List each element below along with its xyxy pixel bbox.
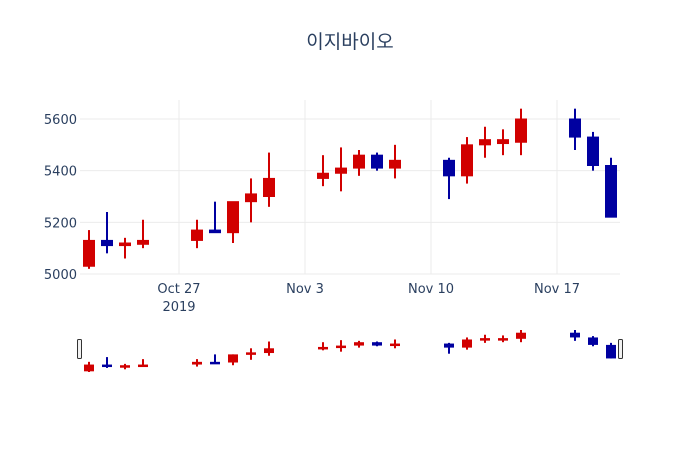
candle-body (461, 144, 473, 177)
candle-body (227, 201, 239, 234)
rangeslider-candle (210, 354, 220, 365)
candlestick-series[interactable] (83, 108, 617, 269)
candle-decreasing[interactable] (605, 157, 617, 218)
candle-decreasing[interactable] (209, 201, 221, 234)
candle-body (263, 177, 275, 198)
rangeslider-candle (462, 337, 472, 350)
candle-body (83, 239, 95, 267)
rangeslider-candle (516, 330, 526, 343)
chart-title: 이지바이오 (306, 31, 393, 53)
rangeslider-candle (588, 336, 598, 347)
candle-body (101, 239, 113, 247)
candle-increasing[interactable] (83, 230, 95, 269)
y-tick-label: 5200 (44, 216, 77, 231)
rangeslider-candle (264, 341, 274, 356)
rangeslider-candle (570, 330, 580, 341)
rangeslider-candle (228, 354, 238, 366)
candle-body (317, 172, 329, 179)
rangeslider-candle (120, 363, 130, 370)
x-tick-label: Nov 3 (286, 282, 324, 297)
candle-body (353, 154, 365, 169)
candle-body (209, 229, 221, 234)
rangeslider-candle (354, 340, 364, 348)
rangeslider-candle (444, 342, 454, 354)
candle-body (389, 159, 401, 169)
candle-body (569, 118, 581, 138)
x-axis: Oct 27 2019 Nov 3 Nov 10 Nov 17 (157, 282, 580, 315)
candle-increasing[interactable] (119, 237, 131, 259)
candle-body (119, 242, 131, 247)
grid-lines (80, 100, 620, 275)
candle-body (137, 239, 149, 245)
rangeslider-candle (480, 334, 490, 343)
y-tick-label: 5000 (44, 268, 77, 283)
candle-increasing[interactable] (137, 219, 149, 249)
rangeslider-candle (606, 342, 616, 359)
candle-body (497, 139, 509, 145)
x-tick-year-label: 2019 (162, 300, 195, 315)
rangeslider-candle (138, 359, 148, 368)
rangeslider-candle (192, 359, 202, 367)
candle-decreasing[interactable] (587, 131, 599, 171)
rangeslider-candle (318, 342, 328, 351)
rangeslider-candle (246, 348, 256, 360)
x-tick-label: Oct 27 (157, 282, 200, 297)
candle-increasing[interactable] (227, 201, 239, 243)
candle-decreasing[interactable] (371, 152, 383, 171)
candle-body (479, 139, 491, 146)
candle-increasing[interactable] (317, 155, 329, 187)
rangeslider-candle (372, 341, 382, 347)
candle-body (605, 165, 617, 218)
candle-body (371, 154, 383, 169)
y-axis: 5000 5200 5400 5600 (44, 113, 77, 283)
rangeslider-candle (336, 340, 346, 352)
candle-increasing[interactable] (389, 144, 401, 179)
candle-decreasing[interactable] (101, 212, 113, 254)
candle-decreasing[interactable] (569, 108, 581, 150)
candle-increasing[interactable] (245, 178, 257, 223)
rangeslider-candle (390, 339, 400, 349)
candle-increasing[interactable] (191, 219, 203, 249)
x-tick-label: Nov 17 (534, 282, 580, 297)
candle-increasing[interactable] (335, 147, 347, 192)
y-tick-label: 5400 (44, 165, 77, 180)
candle-increasing[interactable] (497, 129, 509, 156)
x-tick-label: Nov 10 (408, 282, 454, 297)
candle-increasing[interactable] (515, 108, 527, 156)
candle-body (515, 118, 527, 143)
rangeslider-candle (102, 357, 112, 368)
candle-body (335, 167, 347, 174)
rangeslider-right-handle[interactable] (618, 339, 623, 359)
candle-body (587, 136, 599, 166)
candle-body (245, 193, 257, 203)
candle-increasing[interactable] (353, 150, 365, 176)
y-tick-label: 5600 (44, 113, 77, 128)
candle-increasing[interactable] (461, 137, 473, 184)
rangeslider-candle (84, 361, 94, 372)
range-slider[interactable] (77, 330, 623, 372)
candle-body (191, 229, 203, 241)
candle-body (443, 159, 455, 177)
candle-increasing[interactable] (263, 152, 275, 207)
rangeslider-left-handle[interactable] (77, 339, 82, 359)
rangeslider-candle (498, 335, 508, 343)
candle-increasing[interactable] (479, 126, 491, 158)
candle-decreasing[interactable] (443, 157, 455, 200)
